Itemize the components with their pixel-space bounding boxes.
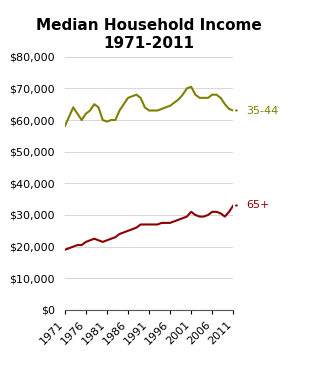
Text: 65+: 65+ — [246, 200, 269, 211]
Title: Median Household Income
1971-2011: Median Household Income 1971-2011 — [36, 18, 262, 51]
Text: 35-44: 35-44 — [246, 105, 278, 116]
